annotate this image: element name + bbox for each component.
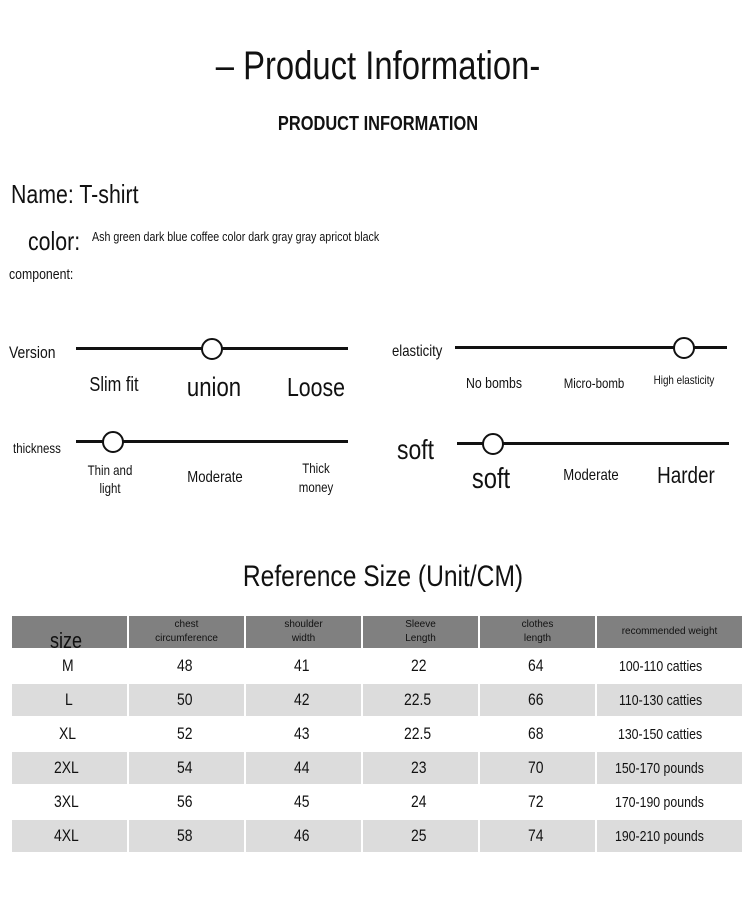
- table-cell: 3XL: [54, 792, 80, 811]
- table-cell: 22: [411, 656, 427, 675]
- softness-option: Moderate: [563, 467, 619, 484]
- softness-slider-track: [457, 442, 729, 445]
- table-cell: 130-150 catties: [618, 726, 703, 743]
- table-row: 2XL 54 44 23 70 150-170 pounds: [12, 752, 742, 784]
- table-cell: 74: [480, 820, 595, 852]
- table-cell: 70: [480, 752, 595, 784]
- page-subtitle: PRODUCT INFORMATION: [277, 113, 479, 135]
- table-cell: 22.5: [363, 684, 478, 716]
- table-cell: 43: [294, 724, 310, 743]
- size-table: size chest circumference shoulder width …: [10, 614, 744, 854]
- table-cell: L: [12, 684, 127, 716]
- table-cell: 22.5: [403, 724, 432, 743]
- header-cell: recommended weight: [597, 616, 742, 648]
- softness-option-selected: soft: [471, 463, 511, 495]
- product-name: Name: T-shirt: [11, 179, 139, 209]
- table-cell: 66: [480, 684, 595, 716]
- table-cell: 44: [246, 752, 361, 784]
- table-cell: 50: [129, 684, 244, 716]
- thickness-option-selected: Thin and light: [87, 462, 133, 496]
- table-cell: 58: [129, 820, 244, 852]
- component-label: component:: [9, 266, 74, 283]
- table-cell: 23: [363, 752, 478, 784]
- table-row: M 48 41 22 64 100-110 catties: [12, 650, 742, 682]
- version-option-selected: union: [186, 372, 242, 402]
- table-cell: 54: [129, 752, 244, 784]
- version-slider-knob: [201, 338, 223, 360]
- thickness-slider-knob: [102, 431, 124, 453]
- elasticity-option: Micro-bomb: [563, 375, 625, 391]
- version-option: Loose: [286, 372, 346, 402]
- elasticity-label: elasticity: [392, 343, 443, 360]
- header-cell: chest circumference: [129, 616, 244, 648]
- table-cell: 190-210 pounds: [597, 820, 742, 852]
- version-option: Slim fit: [89, 374, 139, 396]
- table-cell: 46: [246, 820, 361, 852]
- table-cell: 72: [528, 792, 544, 811]
- color-value: Ash green dark blue coffee color dark gr…: [92, 229, 380, 244]
- thickness-option: Thick money: [298, 460, 334, 495]
- table-cell: 24: [411, 792, 427, 811]
- table-cell: 68: [528, 724, 544, 743]
- header-cell: shoulder width: [246, 616, 361, 648]
- elasticity-option-selected: High elasticity: [653, 373, 715, 387]
- table-cell: XL: [59, 724, 77, 743]
- table-cell: 41: [294, 656, 310, 675]
- elasticity-slider-track: [455, 346, 727, 349]
- table-row: 3XL 56 45 24 72 170-190 pounds: [12, 786, 742, 818]
- softness-label: soft: [397, 434, 435, 465]
- table-cell: 170-190 pounds: [615, 794, 705, 811]
- table-cell: 56: [177, 792, 193, 811]
- table-cell: 150-170 pounds: [597, 752, 742, 784]
- header-cell: clothes length: [480, 616, 595, 648]
- thickness-slider-track: [76, 440, 348, 443]
- table-cell: 25: [363, 820, 478, 852]
- color-label: color:: [28, 226, 81, 256]
- table-cell: M: [62, 656, 75, 675]
- table-cell: 45: [294, 792, 310, 811]
- table-cell: 42: [246, 684, 361, 716]
- header-cell: size: [12, 616, 127, 652]
- table-cell: 110-130 catties: [597, 684, 742, 716]
- header-cell: Sleeve Length: [363, 616, 478, 648]
- table-row: XL 52 43 22.5 68 130-150 catties: [12, 718, 742, 750]
- table-header-row: size chest circumference shoulder width …: [12, 616, 742, 652]
- table-cell: 48: [177, 656, 193, 675]
- size-table-title: Reference Size (Unit/CM): [242, 560, 524, 593]
- table-cell: 64: [528, 656, 544, 675]
- page-title: – Product Information-: [215, 44, 541, 88]
- elasticity-option: No bombs: [465, 375, 523, 392]
- table-row: L 50 42 22.5 66 110-130 catties: [12, 684, 742, 716]
- elasticity-slider-knob: [673, 337, 695, 359]
- thickness-label: thickness: [13, 440, 61, 456]
- softness-option: Harder: [657, 462, 715, 488]
- table-cell: 100-110 catties: [618, 658, 702, 675]
- thickness-option: Moderate: [187, 469, 243, 486]
- table-cell: 2XL: [12, 752, 127, 784]
- table-cell: 52: [177, 724, 193, 743]
- table-row: 4XL 58 46 25 74 190-210 pounds: [12, 820, 742, 852]
- softness-slider-knob: [482, 433, 504, 455]
- version-label: Version: [9, 343, 56, 362]
- table-cell: 4XL: [12, 820, 127, 852]
